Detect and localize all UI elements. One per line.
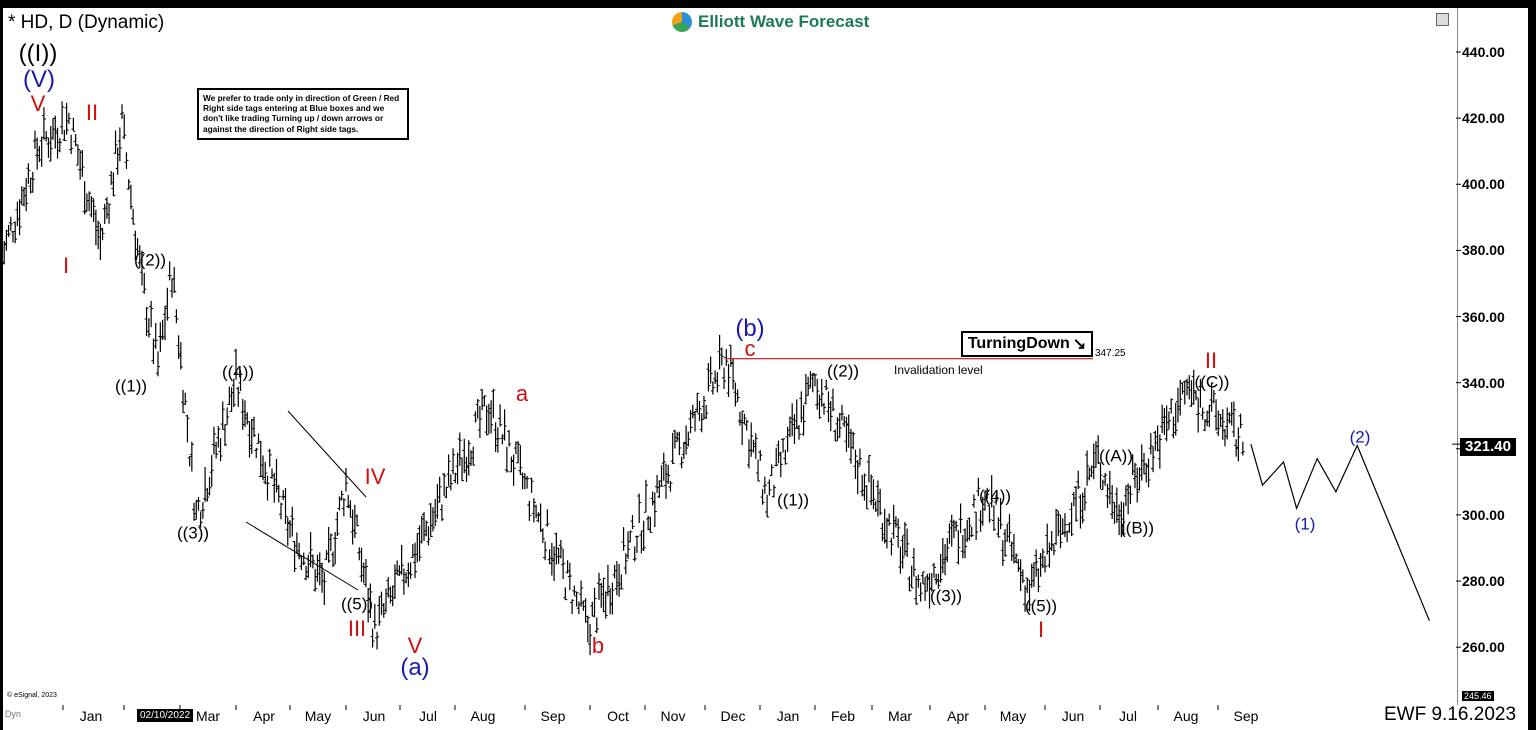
y-tick-label: 380.00 — [1462, 242, 1505, 259]
price-axis[interactable] — [1458, 8, 1528, 705]
wave-label: IV — [364, 464, 386, 489]
wave-label: ((3)) — [929, 586, 963, 606]
wave-label: c — [744, 336, 756, 361]
logo-text: Elliott Wave Forecast — [698, 12, 870, 31]
month-label: Apr — [253, 708, 275, 724]
month-label: Oct — [607, 708, 629, 724]
wave-label: ((3)) — [176, 523, 210, 543]
wave-label: ((4)) — [978, 486, 1012, 506]
y-tick-label: 420.00 — [1462, 110, 1505, 127]
symbol-title: * HD, D (Dynamic) — [8, 12, 165, 33]
wave-label: ((5)) — [340, 594, 374, 614]
wave-label: ((C)) — [1194, 372, 1230, 392]
month-label: Mar — [887, 708, 913, 724]
month-label: May — [999, 708, 1027, 724]
wave-label: (1) — [1294, 514, 1316, 534]
y-tick-label: 400.00 — [1462, 176, 1505, 193]
month-label: Sep — [540, 708, 566, 724]
wave-label: II — [1204, 348, 1218, 373]
wave-label: ((1)) — [776, 490, 810, 510]
y-tick-label: 280.00 — [1462, 573, 1505, 590]
y-tick-label: 440.00 — [1462, 44, 1505, 60]
wave-label: III — [347, 616, 367, 641]
logo-icon — [672, 12, 692, 32]
time-axis[interactable] — [3, 705, 1528, 730]
invalidation-price: 347.25 — [1095, 348, 1126, 359]
triangle-upper-line — [287, 410, 367, 498]
copyright: © eSignal, 2023 — [7, 692, 57, 699]
fit-screen-icon[interactable] — [1436, 13, 1449, 26]
brand-logo: Elliott Wave Forecast — [672, 12, 869, 32]
wave-label: V — [407, 633, 423, 658]
trading-note: We prefer to trade only in direction of … — [197, 88, 409, 140]
ewf-date: EWF 9.16.2023 — [1384, 704, 1517, 725]
wave-label: ((A)) — [1099, 446, 1133, 466]
month-label: Jul — [1119, 708, 1137, 724]
wave-label: ((2)) — [826, 361, 860, 381]
triangle-lower-line — [245, 521, 359, 591]
wave-label: ((B)) — [1120, 518, 1154, 538]
wave-label: ((1)) — [114, 376, 148, 396]
last-price-badge: 321.40 — [1460, 438, 1516, 456]
month-label: Dec — [720, 708, 746, 724]
y-tick-label: 300.00 — [1462, 506, 1505, 523]
turning-down-tag: TurningDown ↘ — [961, 331, 1093, 357]
wave-label: ((I)) — [18, 40, 58, 67]
invalidation-label: Invalidation level — [894, 363, 983, 377]
arrow-down-right-icon: ↘ — [1072, 336, 1087, 353]
month-label: Jan — [79, 708, 103, 724]
wave-label: ((4)) — [221, 362, 255, 382]
wave-label: II — [85, 100, 99, 125]
min-price-label: 245.46 — [1462, 691, 1494, 701]
wave-label: a — [515, 381, 529, 406]
wave-label: (a) — [400, 654, 430, 681]
month-label: Jul — [419, 708, 437, 724]
wave-label: V — [30, 91, 46, 116]
month-label: Nov — [660, 708, 686, 724]
wave-label: I — [1037, 617, 1045, 642]
month-label: Aug — [1173, 708, 1199, 724]
month-label: Aug — [470, 708, 496, 724]
y-tick-label: 260.00 — [1462, 639, 1505, 656]
month-label: Sep — [1233, 708, 1259, 724]
month-label: Jun — [362, 708, 386, 724]
month-label: Apr — [947, 708, 969, 724]
wave-label: (b) — [735, 315, 765, 342]
month-label: Mar — [195, 708, 221, 724]
date-tooltip: 02/10/2022 — [137, 709, 194, 722]
turning-down-text: TurningDown — [967, 335, 1070, 352]
month-label: Feb — [830, 708, 856, 724]
month-label: Jan — [776, 708, 800, 724]
wave-label: ((2)) — [133, 250, 167, 270]
projection-path — [1250, 443, 1430, 621]
wave-label: b — [591, 633, 605, 658]
wave-label: ((5)) — [1024, 596, 1058, 616]
month-label: May — [304, 708, 332, 724]
wave-label: (V) — [23, 66, 55, 93]
month-label: Jun — [1061, 708, 1085, 724]
y-tick-label: 360.00 — [1462, 308, 1505, 325]
dyn-label: Dyn — [5, 709, 22, 719]
wave-label: I — [62, 253, 70, 278]
wave-label: (2) — [1349, 427, 1371, 447]
y-tick-label: 340.00 — [1462, 374, 1505, 391]
